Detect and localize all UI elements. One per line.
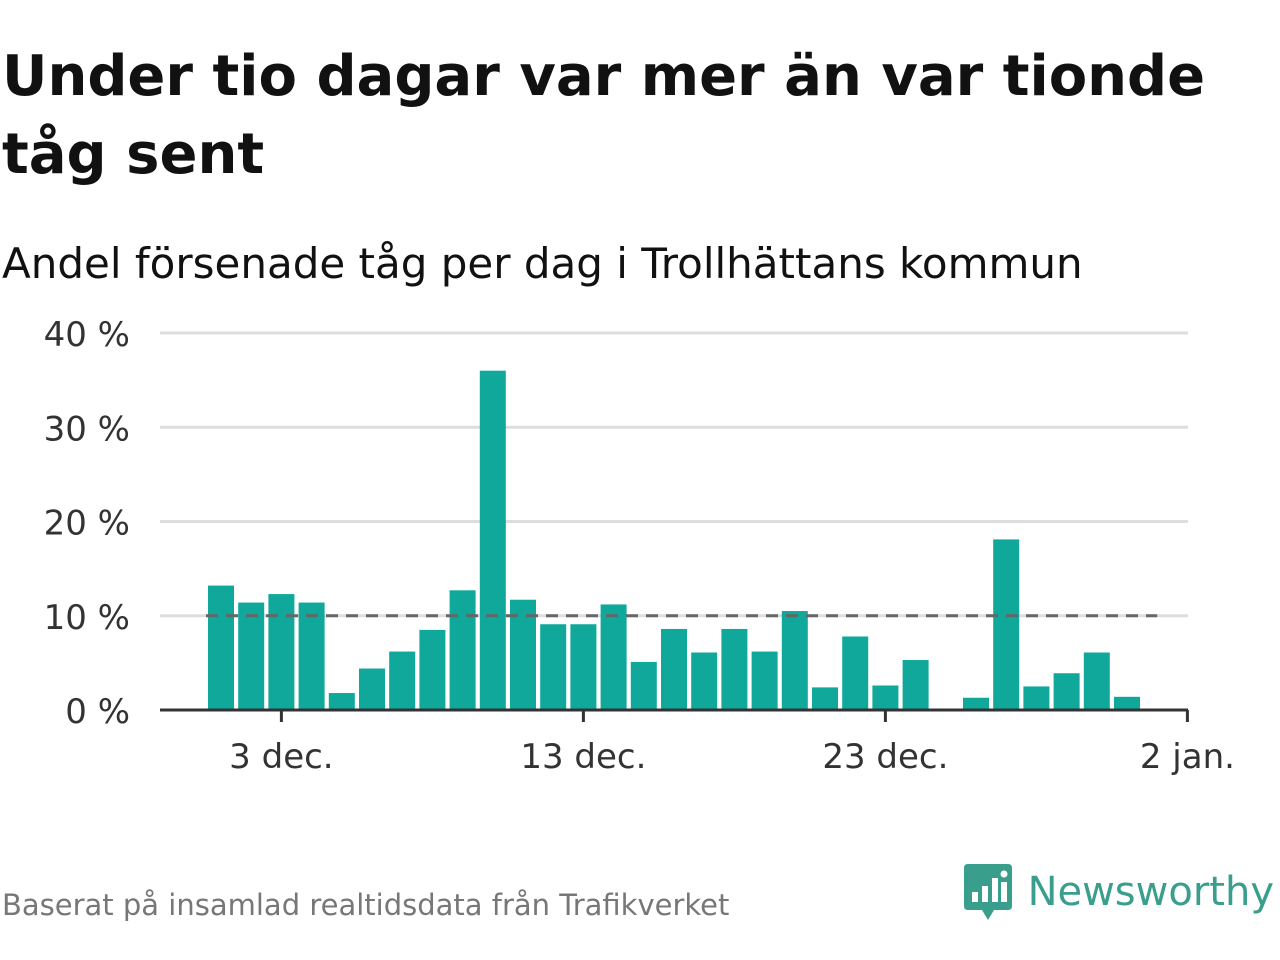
bar — [328, 693, 355, 710]
brand-name: Newsworthy — [1027, 869, 1274, 915]
y-tick-label: 10 % — [44, 598, 130, 638]
bar — [479, 370, 506, 710]
chart-subtitle: Andel försenade tåg per dag i Trollhätta… — [2, 239, 1083, 288]
bar — [781, 611, 808, 710]
bar — [510, 599, 536, 710]
bar — [298, 602, 325, 710]
bar — [872, 685, 899, 710]
bar — [1114, 696, 1140, 710]
y-tick-labels: 0 % 10 % 20 % 30 % 40 % — [44, 315, 130, 732]
bar — [419, 629, 446, 710]
y-tick-label: 30 % — [44, 409, 130, 449]
gridlines — [160, 331, 1188, 618]
bar-chart: 0 % 10 % 20 % 30 % 40 % 3 dec. 13 dec. 23 dec.… — [44, 315, 1235, 777]
bar — [208, 585, 234, 710]
x-axis — [160, 708, 1189, 722]
x-tick-label: 3 dec. — [229, 737, 333, 777]
bar — [963, 697, 989, 710]
bar — [570, 624, 597, 710]
bar — [359, 668, 385, 710]
brand-logo[interactable]: Newsworthy — [962, 862, 1274, 922]
chart-title: Under tio dagar var mer än var tionde tå… — [2, 44, 1206, 187]
y-tick-label: 20 % — [44, 504, 130, 544]
y-tick-label: 0 % — [65, 692, 130, 732]
bar — [691, 652, 718, 710]
bars — [208, 370, 1140, 710]
bar — [1023, 686, 1050, 710]
x-tick-label: 2 jan. — [1140, 737, 1235, 777]
bar — [449, 590, 476, 710]
bar — [540, 624, 567, 710]
bar — [812, 687, 838, 710]
bar — [842, 636, 869, 710]
bar — [389, 651, 416, 710]
bar — [721, 628, 748, 710]
bar — [1053, 673, 1080, 710]
bar — [268, 594, 295, 710]
x-tick-label: 13 dec. — [520, 737, 646, 777]
x-tick-labels: 3 dec. 13 dec. 23 dec. 2 jan. — [229, 737, 1235, 777]
bar — [902, 660, 929, 710]
bar — [661, 628, 687, 710]
y-tick-label: 40 % — [44, 315, 130, 355]
newsworthy-logo-icon — [963, 864, 1012, 920]
bar — [993, 539, 1020, 710]
x-tick-label: 23 dec. — [822, 737, 948, 777]
bar — [238, 602, 265, 710]
bar — [1083, 652, 1110, 710]
bar — [630, 661, 657, 710]
source-note: Baserat på insamlad realtidsdata från Tr… — [2, 888, 730, 922]
bar — [751, 651, 778, 710]
bar — [600, 604, 627, 710]
